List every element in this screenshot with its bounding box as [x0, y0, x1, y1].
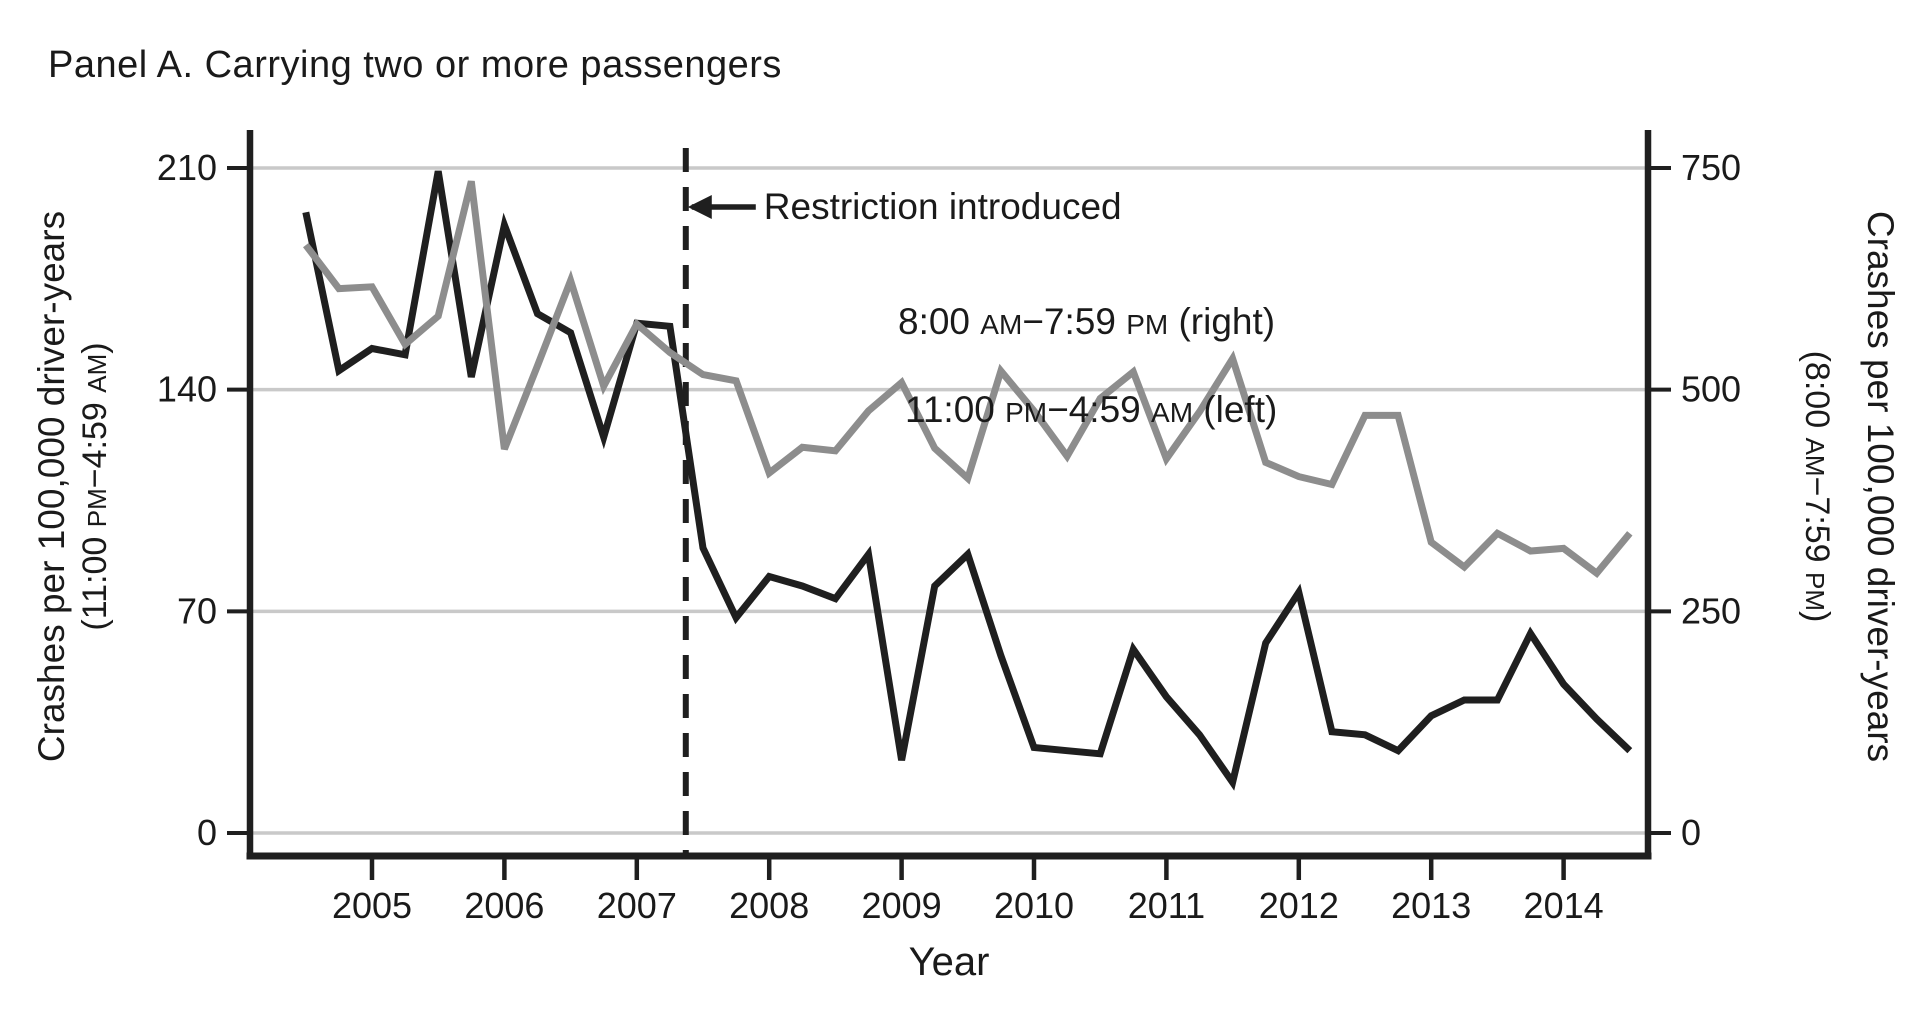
left-axis-title-line2: (11:00 PM−4:59 AM): [76, 342, 114, 630]
restriction-arrow-head: [687, 195, 712, 219]
left-axis-title-line1: Crashes per 100,000 driver-years: [31, 211, 72, 762]
right-tick-label-250: 250: [1681, 590, 1741, 631]
x-tick-label-2013: 2013: [1391, 885, 1471, 926]
left-tick-label-140: 140: [157, 369, 217, 410]
x-axis-title: Year: [909, 940, 990, 984]
restriction-label: Restriction introduced: [764, 186, 1122, 227]
left-tick-label-210: 210: [157, 147, 217, 188]
series-label-day: 8:00 AM−7:59 PM (right): [898, 301, 1275, 342]
x-tick-label-2011: 2011: [1128, 885, 1205, 926]
x-tick-label-2006: 2006: [464, 885, 544, 926]
x-tick-label-2012: 2012: [1259, 885, 1339, 926]
series-line-night: [302, 170, 1633, 791]
series-line-day: [303, 180, 1633, 578]
x-tick-label-2010: 2010: [994, 885, 1074, 926]
right-axis-title-line1: Crashes per 100,000 driver-years: [1860, 211, 1901, 762]
right-tick-label-0: 0: [1681, 812, 1701, 853]
x-tick-label-2009: 2009: [862, 885, 942, 926]
left-tick-label-70: 70: [177, 590, 217, 631]
x-tick-label-2008: 2008: [729, 885, 809, 926]
x-tick-label-2014: 2014: [1524, 885, 1604, 926]
series-label-night: 11:00 PM−4:59 AM (left): [905, 389, 1277, 430]
x-tick-label-2007: 2007: [597, 885, 677, 926]
right-tick-label-750: 750: [1681, 147, 1741, 188]
x-tick-label-2005: 2005: [332, 885, 412, 926]
chart-title: Panel A. Carrying two or more passengers: [48, 44, 782, 86]
right-axis-title-line2: (8:00 AM−7:59 PM): [1798, 351, 1836, 623]
right-tick-label-500: 500: [1681, 369, 1741, 410]
left-tick-label-0: 0: [197, 812, 217, 853]
